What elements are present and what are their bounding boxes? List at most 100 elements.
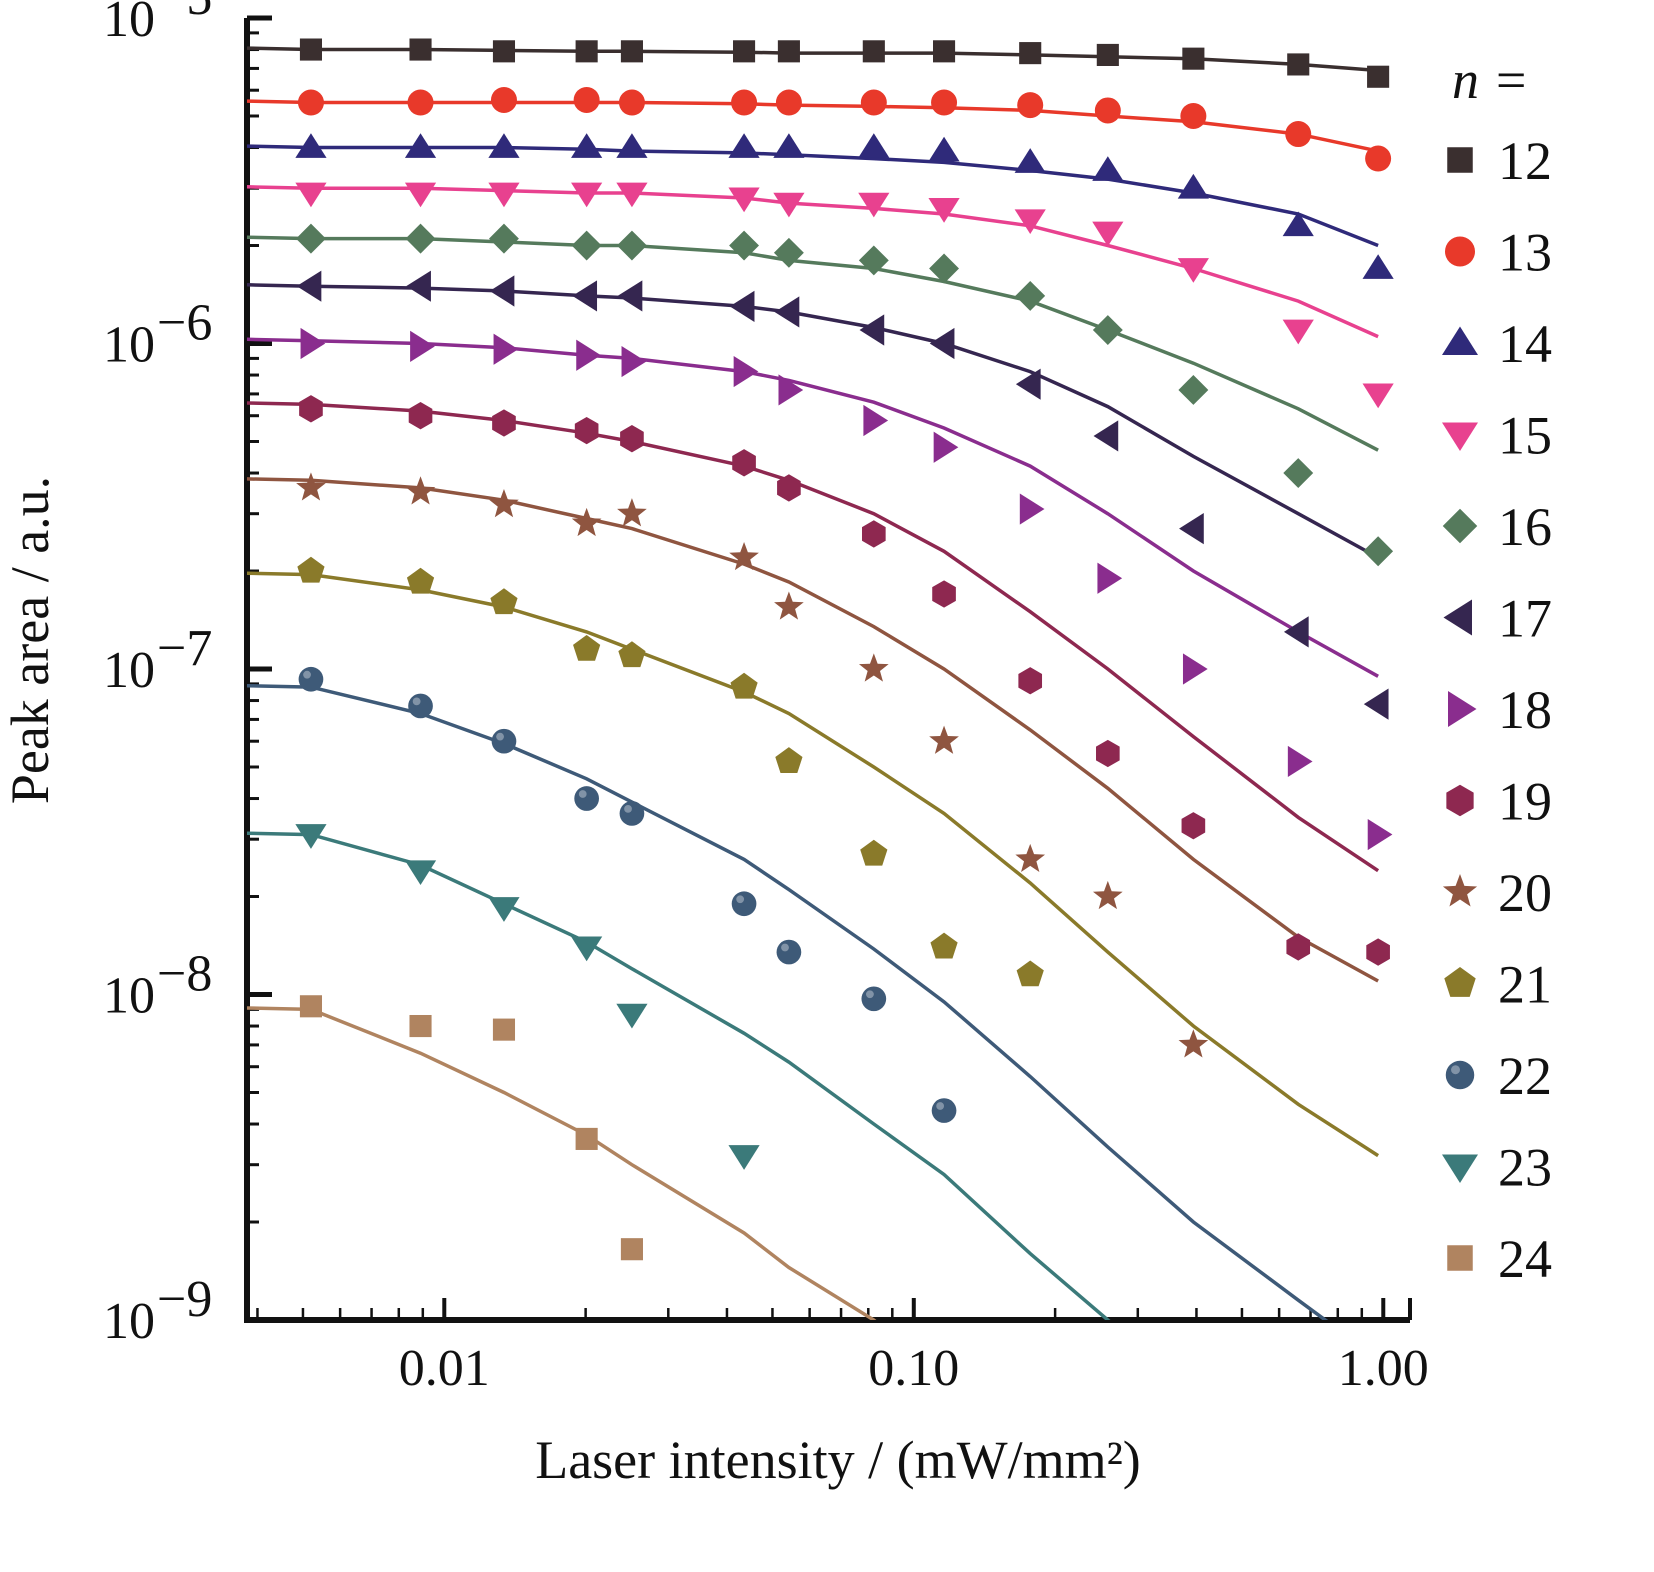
data-point-n21 xyxy=(297,556,325,583)
data-point-n21 xyxy=(860,839,888,866)
data-point-n16 xyxy=(858,245,889,276)
data-point-n16 xyxy=(773,237,804,268)
data-point-n13 xyxy=(860,89,887,116)
data-point-n22-highlight xyxy=(866,990,874,999)
data-point-n18 xyxy=(621,345,647,378)
data-point-n22-highlight xyxy=(412,697,421,706)
legend-label-n21: 21 xyxy=(1498,955,1552,1015)
data-point-n20 xyxy=(1092,880,1123,910)
fit-line-n19 xyxy=(247,401,1380,873)
data-point-n24 xyxy=(409,1014,432,1038)
data-point-n18 xyxy=(300,327,326,360)
data-point-n18 xyxy=(1019,493,1045,525)
data-point-n22-highlight xyxy=(736,895,745,904)
y-tick-label: 10 xyxy=(103,968,155,1025)
data-point-n13 xyxy=(775,89,802,116)
fit-lines xyxy=(247,46,1380,1320)
data-point-n20 xyxy=(929,725,959,754)
data-point-n14 xyxy=(728,133,760,158)
data-point-n20 xyxy=(617,498,647,527)
data-point-n20 xyxy=(1178,1029,1209,1058)
x-tick-label: 0.10 xyxy=(868,1340,959,1397)
legend-marker-n15 xyxy=(1442,422,1478,451)
y-tick-label: 10 xyxy=(103,642,155,699)
data-point-n14 xyxy=(1092,156,1124,181)
data-point-n17 xyxy=(1283,616,1309,648)
data-point-n13 xyxy=(297,89,324,116)
data-point-n18 xyxy=(778,374,804,406)
data-points xyxy=(295,38,1394,1261)
data-point-n23 xyxy=(404,860,437,886)
y-axis-title: Peak area / a.u. xyxy=(0,476,60,804)
data-point-n21 xyxy=(490,588,518,615)
data-point-n19 xyxy=(1018,667,1043,695)
legend-marker-n19 xyxy=(1446,784,1474,817)
data-point-n22 xyxy=(408,693,433,719)
data-point-n18 xyxy=(733,355,759,388)
data-point-n23 xyxy=(728,1145,760,1170)
fit-line-n21 xyxy=(247,571,1380,1158)
data-point-n12 xyxy=(1182,47,1205,70)
data-point-n14 xyxy=(571,133,603,158)
data-point-n13 xyxy=(1180,102,1207,129)
data-point-n15 xyxy=(1177,258,1209,283)
y-tick-exponent: −5 xyxy=(157,0,212,26)
data-point-n18 xyxy=(1287,745,1313,778)
data-point-n13 xyxy=(1017,92,1044,119)
data-point-n21 xyxy=(930,932,958,959)
data-point-n12 xyxy=(620,40,643,63)
fit-line-n20 xyxy=(247,477,1379,983)
data-point-n17 xyxy=(489,275,515,307)
y-tick-exponent: −7 xyxy=(157,620,212,677)
legend-label-n19: 19 xyxy=(1498,772,1552,832)
data-point-n17 xyxy=(296,270,322,302)
data-point-n13 xyxy=(407,89,434,116)
fit-line-n22 xyxy=(247,683,1329,1320)
legend-label-n15: 15 xyxy=(1498,406,1552,466)
data-point-n24 xyxy=(299,995,323,1018)
data-point-n12 xyxy=(1367,65,1390,88)
data-point-n15 xyxy=(728,187,760,213)
legend-label-n23: 23 xyxy=(1498,1138,1552,1198)
data-point-n18 xyxy=(863,404,889,437)
data-point-n21 xyxy=(573,634,601,661)
data-point-n16 xyxy=(1363,536,1394,567)
data-point-n17 xyxy=(406,270,431,302)
data-point-n19 xyxy=(620,425,644,453)
data-point-n20 xyxy=(1015,843,1046,873)
data-point-n18 xyxy=(410,330,435,362)
x-axis-title: Laser intensity / (mW/mm²) xyxy=(535,1430,1141,1490)
data-point-n14 xyxy=(1177,173,1209,199)
data-point-n19 xyxy=(1366,938,1390,966)
legend-label-n20: 20 xyxy=(1498,863,1552,923)
data-point-n15 xyxy=(773,192,805,218)
data-point-n22-highlight xyxy=(624,804,632,813)
data-point-n22 xyxy=(491,728,517,754)
data-point-n14 xyxy=(295,133,327,158)
legend-marker-n18 xyxy=(1448,691,1477,727)
data-point-n23 xyxy=(571,936,603,962)
data-point-n19 xyxy=(777,474,801,502)
data-point-n22-highlight xyxy=(936,1102,945,1110)
data-point-n14 xyxy=(858,133,890,158)
x-tick-label: 0.01 xyxy=(399,1340,490,1397)
data-point-n14 xyxy=(488,133,520,158)
data-point-n13 xyxy=(931,89,958,116)
data-point-n16 xyxy=(929,253,959,284)
data-point-n15 xyxy=(1282,319,1314,345)
data-point-n22 xyxy=(574,786,599,811)
legend-label-n18: 18 xyxy=(1498,680,1552,740)
data-point-n17 xyxy=(617,280,643,312)
data-point-n16 xyxy=(1015,280,1046,311)
data-point-n15 xyxy=(1014,209,1046,235)
data-point-n12 xyxy=(299,38,323,61)
y-tick-label: 10 xyxy=(103,1293,155,1350)
data-point-n20 xyxy=(858,653,889,682)
data-point-n15 xyxy=(404,182,437,208)
data-point-n21 xyxy=(1016,960,1044,987)
data-point-n17 xyxy=(774,296,800,328)
data-point-n22 xyxy=(776,939,802,965)
data-point-n15 xyxy=(295,182,327,208)
data-point-n15 xyxy=(571,182,603,208)
data-point-n13 xyxy=(1285,121,1312,148)
